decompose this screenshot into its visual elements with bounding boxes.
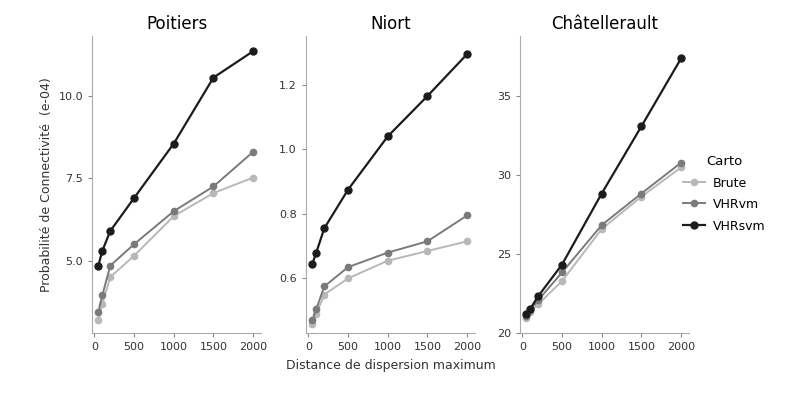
Y-axis label: Probabilité de Connectivité  (e-04): Probabilité de Connectivité (e-04) xyxy=(40,78,53,292)
Title: Poitiers: Poitiers xyxy=(146,15,207,34)
Title: Niort: Niort xyxy=(370,15,411,34)
Title: Châtellerault: Châtellerault xyxy=(551,15,658,34)
Legend: Brute, VHRvm, VHRsvm: Brute, VHRvm, VHRsvm xyxy=(679,151,769,237)
X-axis label: Distance de dispersion maximum: Distance de dispersion maximum xyxy=(286,359,495,372)
